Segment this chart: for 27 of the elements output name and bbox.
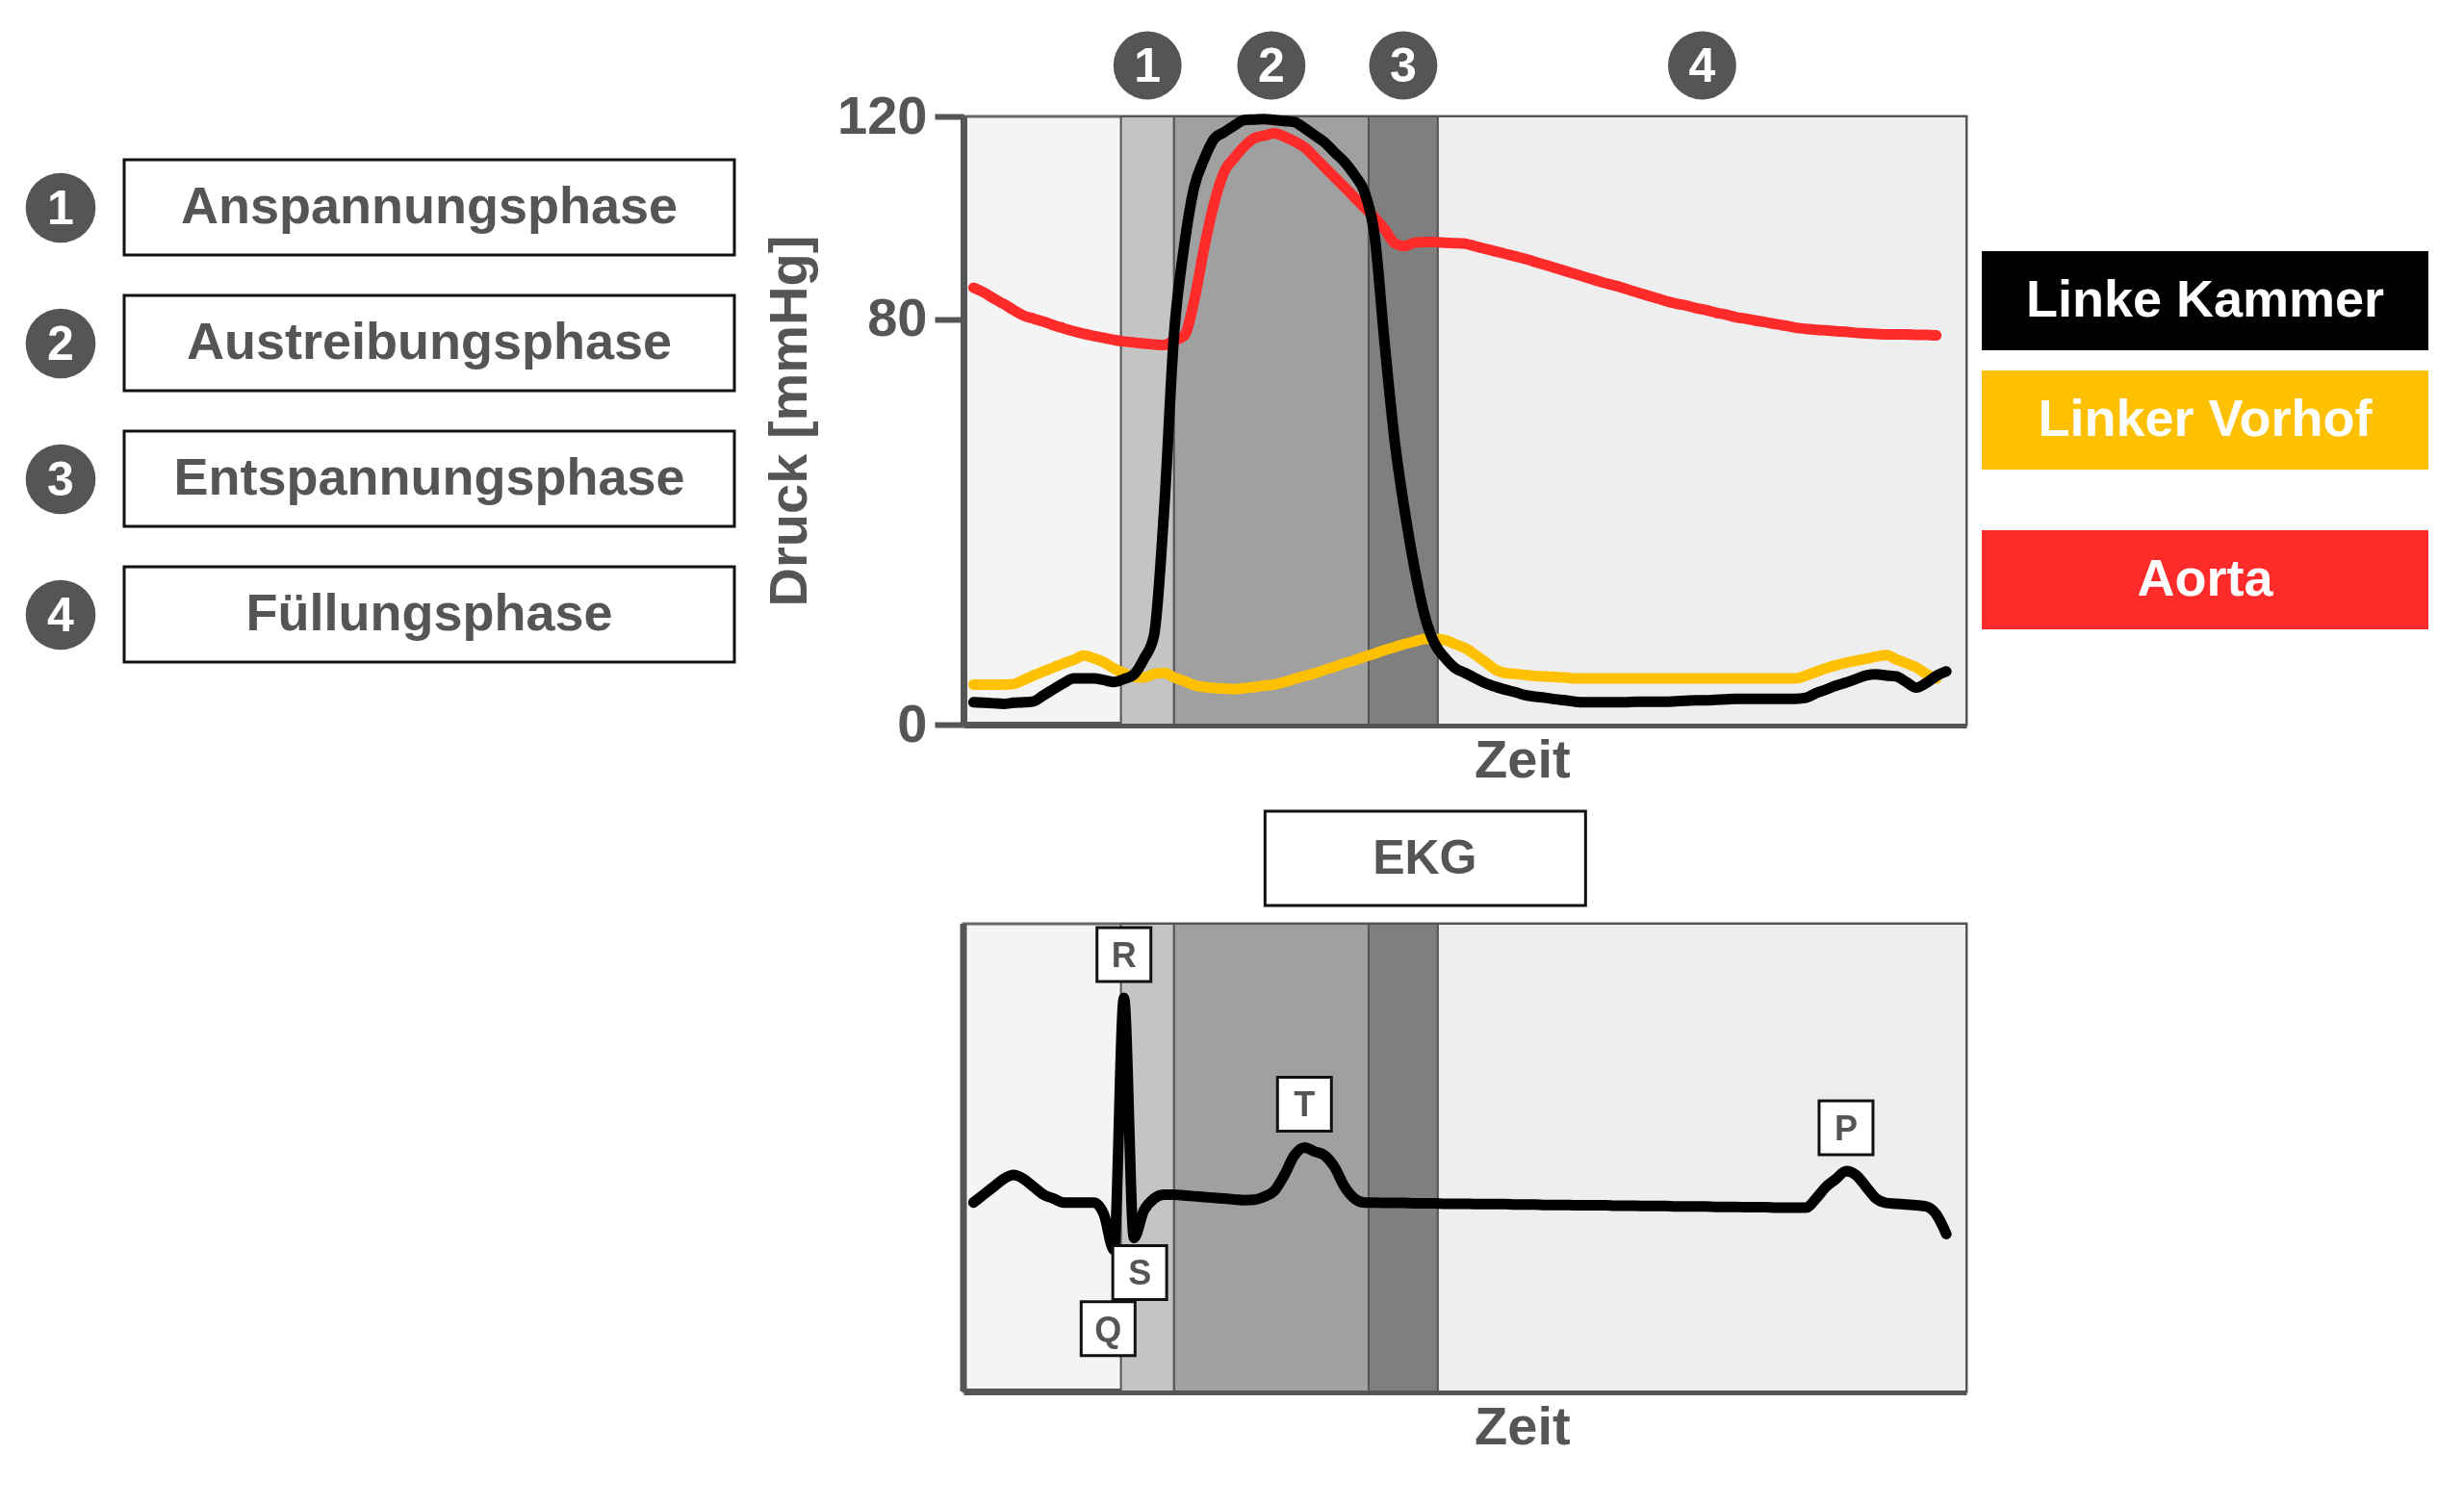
- text: 4: [1688, 38, 1716, 92]
- annotation: Q: [1094, 1309, 1122, 1349]
- text: Austreibungsphase: [186, 312, 673, 370]
- text: Füllungsphase: [245, 583, 613, 641]
- chart-title: EKG: [1373, 830, 1477, 884]
- annotation: S: [1128, 1253, 1152, 1293]
- text: 2: [1257, 38, 1285, 92]
- text: 2: [47, 317, 74, 370]
- text: Linke Kammer: [2025, 269, 2385, 327]
- annotation: T: [1294, 1084, 1316, 1125]
- annotation: P: [1834, 1108, 1858, 1148]
- text: 1: [47, 181, 74, 235]
- annotation: R: [1111, 935, 1137, 975]
- text: Anspannungsphase: [180, 176, 679, 234]
- y-tick-label: 80: [867, 287, 928, 348]
- y-tick-label: 0: [897, 692, 928, 753]
- y-tick-label: 120: [837, 84, 928, 145]
- text: 3: [47, 452, 74, 506]
- text: 3: [1390, 38, 1417, 92]
- text: Linker Vorhof: [2038, 389, 2374, 446]
- text: Aorta: [2137, 548, 2274, 606]
- x-axis-title: Zeit: [1475, 1394, 1571, 1456]
- text: 1: [1134, 38, 1162, 92]
- x-axis-title: Zeit: [1475, 727, 1571, 789]
- y-axis-title: Druck [mmHg]: [757, 235, 819, 607]
- text: Entspannungsphase: [173, 447, 685, 505]
- text: 4: [47, 588, 74, 642]
